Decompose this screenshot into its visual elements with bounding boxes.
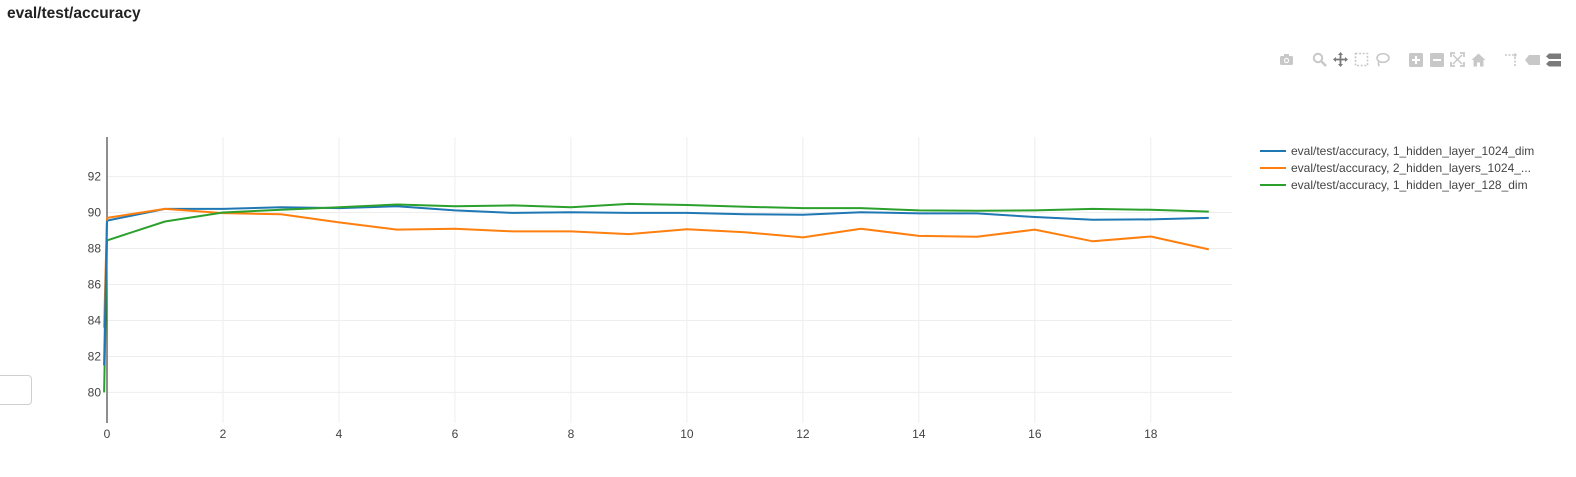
series-line-1[interactable]: [106, 205, 1209, 222]
y-tick-label: 80: [88, 385, 102, 399]
legend: eval/test/accuracy, 1_hidden_layer_1024_…: [1260, 144, 1534, 192]
x-tick-label: 12: [796, 427, 810, 441]
pan-icon[interactable]: [1332, 51, 1349, 68]
x-tick-label: 0: [104, 427, 111, 441]
x-tick-label: 10: [680, 427, 694, 441]
hover-compare-icon[interactable]: [1545, 51, 1562, 68]
y-tick-label: 82: [88, 349, 102, 363]
box-select-icon[interactable]: [1353, 51, 1370, 68]
zoom-out-icon[interactable]: [1428, 51, 1445, 68]
camera-icon[interactable]: [1278, 51, 1295, 68]
tick-labels: 0 2 4 6 8 10 12 14 16 18 80 82 84 86 88 90 92: [88, 170, 1158, 441]
zoom-icon[interactable]: [1311, 51, 1328, 68]
legend-label[interactable]: eval/test/accuracy, 1_hidden_layer_1024_…: [1291, 144, 1534, 158]
y-tick-label: 92: [88, 170, 102, 184]
page-title: eval/test/accuracy: [7, 5, 141, 22]
y-tick-label: 84: [88, 313, 102, 327]
hover-closest-icon[interactable]: [1524, 51, 1541, 68]
series-line-2[interactable]: [106, 207, 1210, 251]
series-start-segment: [103, 220, 108, 366]
legend-label[interactable]: eval/test/accuracy, 2_hidden_layers_1024…: [1291, 161, 1531, 175]
zoom-in-icon[interactable]: [1407, 51, 1424, 68]
grid-lines: [107, 137, 1232, 423]
y-tick-label: 88: [88, 242, 102, 256]
reset-axes-icon[interactable]: [1470, 51, 1487, 68]
y-tick-label: 86: [88, 277, 102, 291]
x-tick-label: 2: [220, 427, 227, 441]
spike-lines-icon[interactable]: [1503, 51, 1520, 68]
x-tick-label: 8: [568, 427, 575, 441]
y-tick-label: 90: [88, 206, 102, 220]
modebar-toolbar: [1278, 51, 1562, 68]
autoscale-icon[interactable]: [1449, 51, 1466, 68]
x-tick-label: 14: [912, 427, 926, 441]
lasso-select-icon[interactable]: [1374, 51, 1391, 68]
legend-label[interactable]: eval/test/accuracy, 1_hidden_layer_128_d…: [1291, 178, 1528, 192]
x-tick-label: 18: [1144, 427, 1158, 441]
x-tick-label: 6: [452, 427, 459, 441]
series-lines: [103, 202, 1210, 393]
x-tick-label: 4: [336, 427, 343, 441]
x-tick-label: 16: [1028, 427, 1042, 441]
side-input-box[interactable]: [0, 375, 32, 405]
series-line-3[interactable]: [106, 202, 1209, 242]
